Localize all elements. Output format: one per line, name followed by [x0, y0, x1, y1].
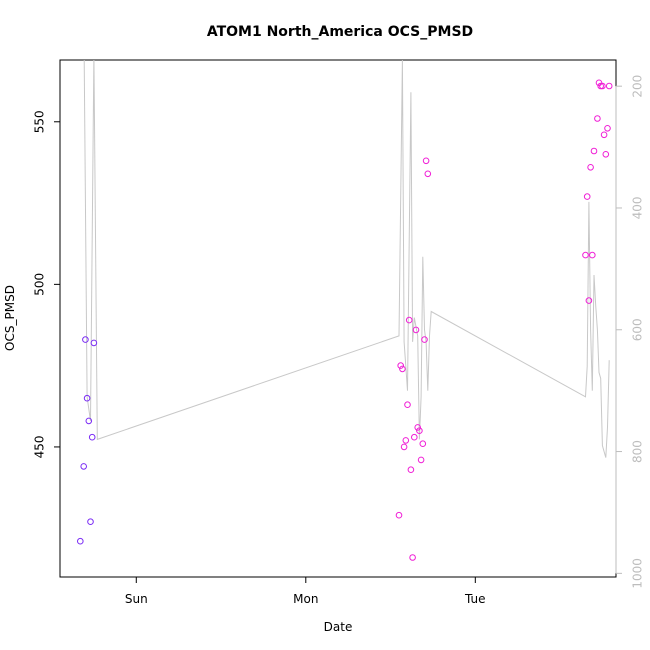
data-point [424, 170, 432, 178]
point-series [77, 79, 613, 561]
data-point [409, 554, 416, 561]
data-point [416, 427, 423, 435]
y-tick-label: 450 [33, 435, 47, 458]
right-y-tick-label: 400 [631, 197, 645, 220]
data-point [395, 511, 403, 519]
data-point [599, 82, 606, 90]
right-y-tick-label: 800 [631, 440, 645, 463]
data-point [604, 125, 611, 132]
data-point [587, 164, 594, 171]
data-point [602, 151, 610, 158]
data-point [414, 424, 422, 431]
data-point [411, 433, 418, 441]
data-point [583, 193, 591, 200]
data-point [582, 251, 589, 259]
data-point [77, 537, 84, 545]
data-point [399, 365, 406, 373]
line-path [83, 60, 610, 458]
data-point [82, 336, 89, 343]
chart-title: ATOM1 North_America OCS_PMSD [207, 24, 473, 40]
data-point [589, 251, 596, 259]
right-y-tick-label: 1000 [631, 558, 645, 589]
y-tick-label: 500 [33, 273, 47, 296]
data-point [402, 437, 410, 444]
data-point [404, 401, 411, 409]
data-point [85, 417, 93, 425]
x-tick-label: Mon [293, 592, 318, 606]
data-point [87, 518, 94, 526]
data-point [605, 82, 613, 90]
y-axis: 450 500 550 [33, 110, 61, 458]
x-axis: Sun Mon Tue [125, 576, 486, 606]
data-point [407, 466, 415, 474]
data-point [412, 326, 420, 334]
right-y-axis: 200 400 600 800 1000 [615, 75, 645, 589]
data-point [590, 147, 598, 155]
y-axis-label: OCS_PMSD [3, 285, 17, 351]
data-point [88, 433, 96, 441]
data-point [594, 115, 601, 122]
y-tick-label: 550 [33, 110, 47, 133]
data-point [417, 456, 425, 464]
data-point [397, 362, 405, 369]
x-tick-label: Tue [464, 592, 486, 606]
data-point [585, 297, 593, 304]
line-series [83, 60, 610, 458]
x-tick-label: Sun [125, 592, 148, 606]
data-point [600, 131, 608, 139]
right-y-tick-label: 600 [631, 318, 645, 341]
data-point [90, 339, 98, 347]
plot-frame [59, 59, 617, 578]
x-axis-label: Date [324, 620, 353, 634]
data-point [83, 394, 91, 402]
right-y-tick-label: 200 [631, 75, 645, 98]
data-point [80, 463, 87, 470]
data-point [400, 443, 408, 451]
data-point [422, 157, 430, 165]
data-point [419, 440, 427, 448]
data-point [421, 336, 428, 343]
data-point [405, 316, 413, 324]
